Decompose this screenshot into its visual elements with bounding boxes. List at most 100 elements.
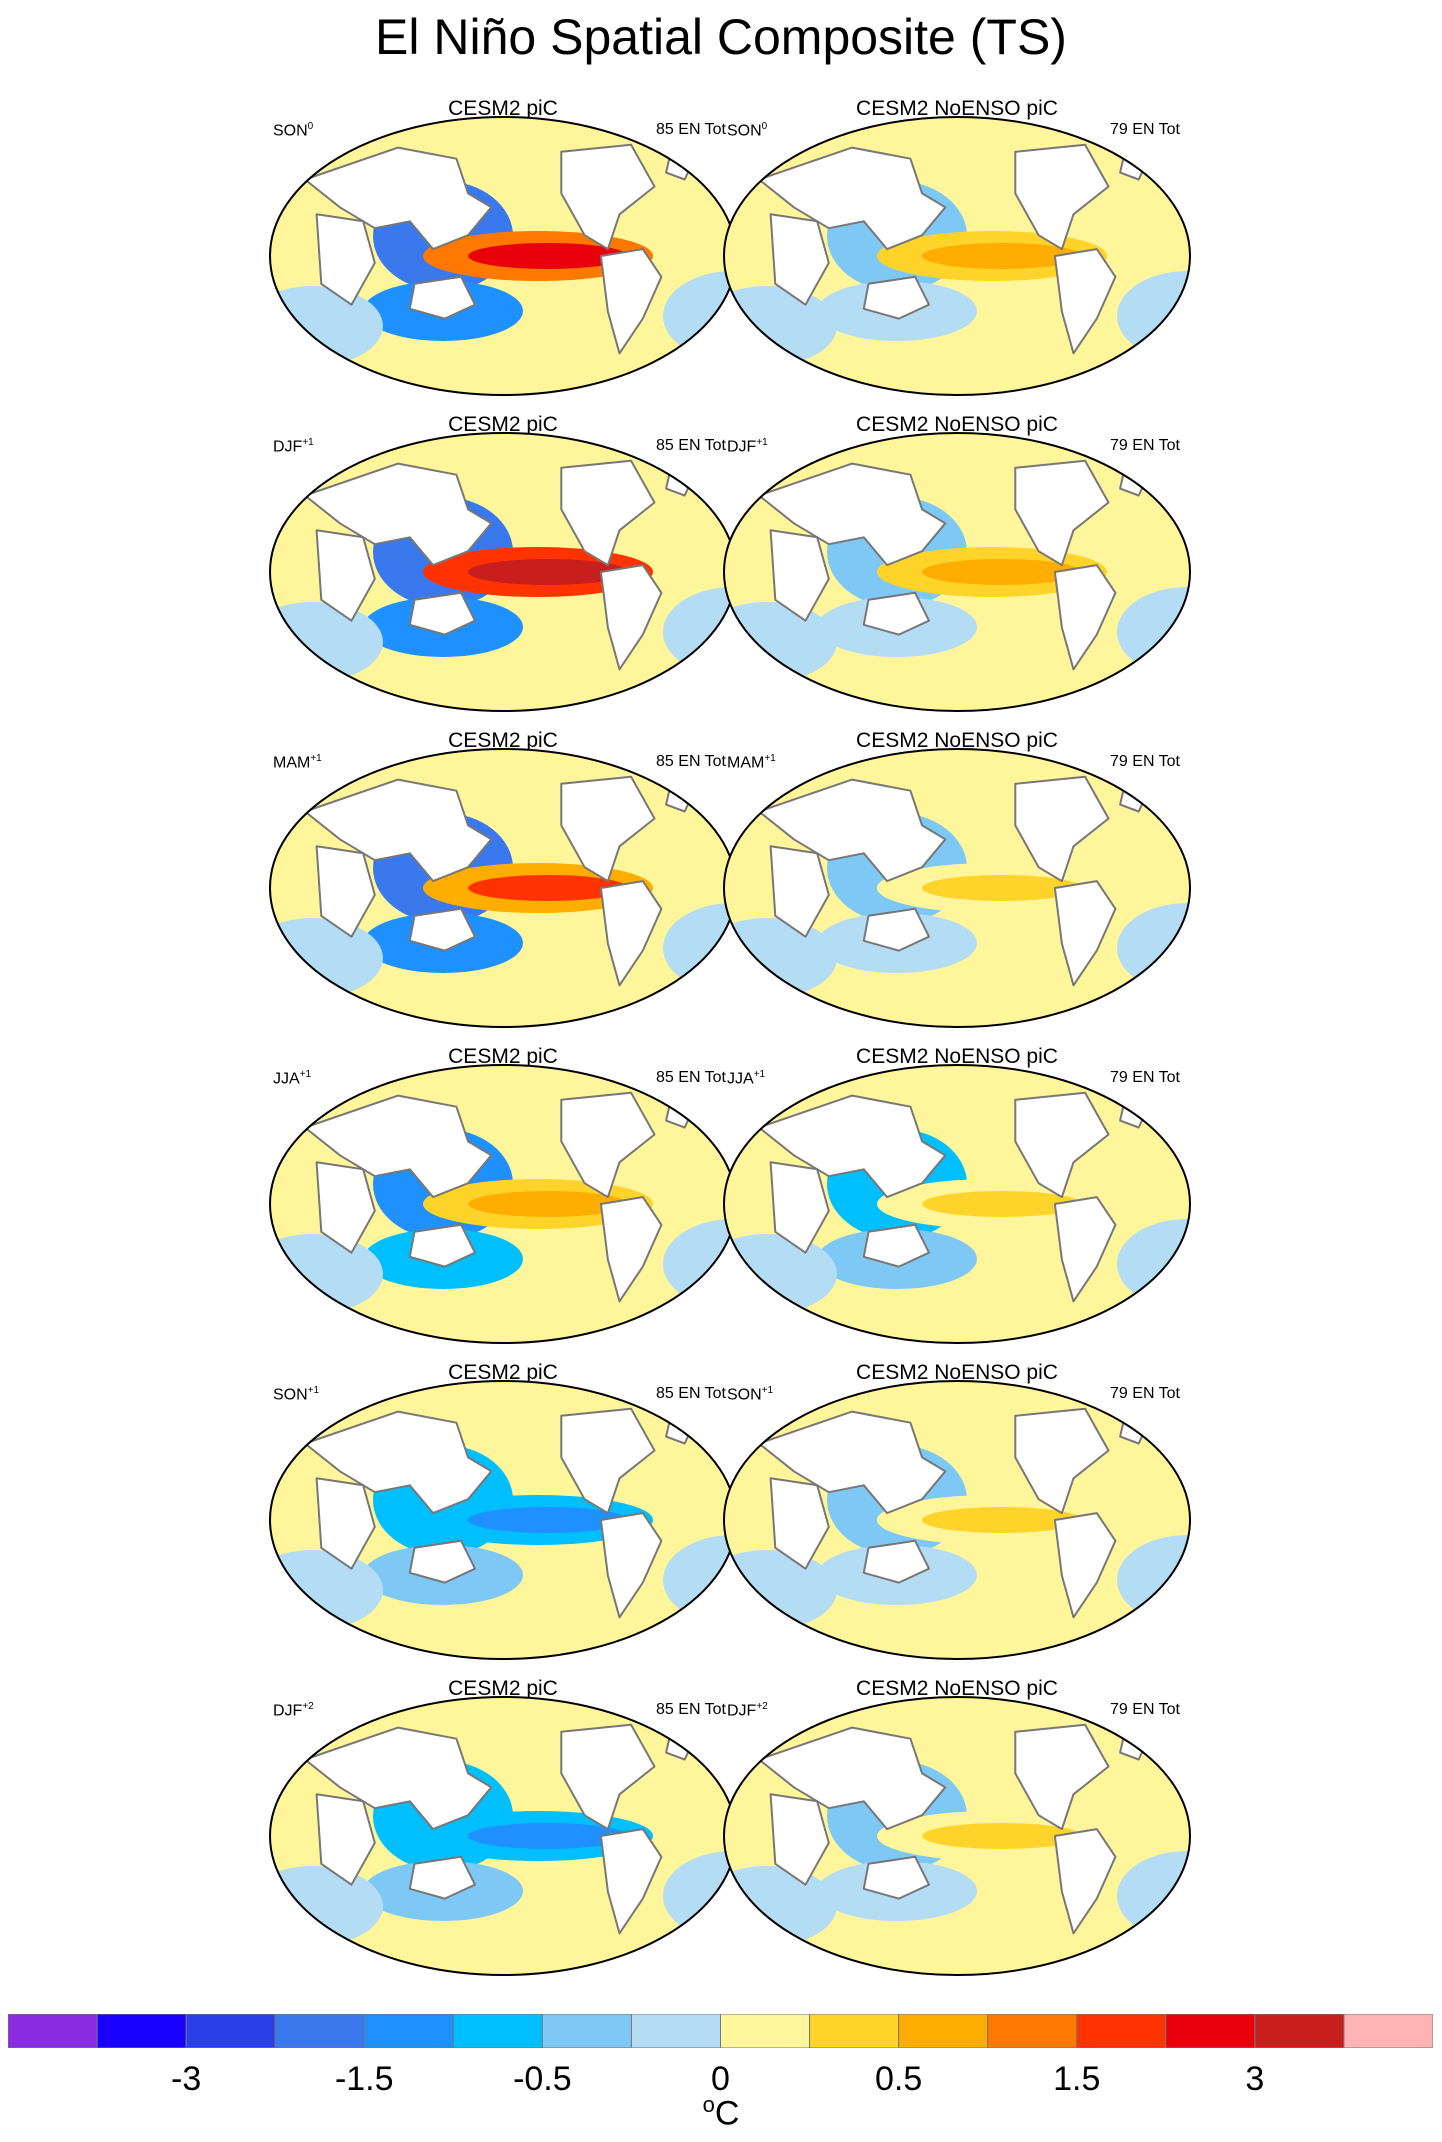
map-svg: [723, 748, 1191, 1028]
event-count: 85 EN Tot: [656, 1385, 726, 1402]
map-svg: [269, 1696, 737, 1976]
land-mass: [862, 1855, 930, 1900]
map-border: [723, 748, 1191, 1028]
land-mass: [599, 1828, 663, 1935]
map-svg: [723, 432, 1191, 712]
land-mass: [769, 213, 830, 306]
colorbar-swatch-8: [720, 2014, 811, 2048]
season-label: DJF+1: [727, 437, 768, 456]
land-mass: [862, 907, 930, 952]
land-mass: [769, 1161, 830, 1254]
equatorial-band-core: [468, 243, 628, 269]
map-panel: CESM2 NoENSO piC MAM+1 79 EN Tot: [722, 729, 1192, 1029]
colorbar-swatch-1: [96, 2014, 187, 2048]
season-label: JJA+1: [727, 1069, 766, 1088]
map-svg: [269, 432, 737, 712]
equatorial-band-core: [922, 1507, 1082, 1533]
panel-title: CESM2 piC: [448, 97, 558, 120]
season-label: JJA+1: [273, 1069, 312, 1088]
land-mass: [599, 1196, 663, 1303]
season-label: MAM+1: [727, 753, 776, 772]
land-mass: [1014, 775, 1110, 883]
land-mass: [769, 845, 830, 938]
equatorial-band-core: [922, 1823, 1082, 1849]
unit-letter: C: [714, 2094, 740, 2133]
map-border: [723, 116, 1191, 396]
colorbar-tick-label: 0.5: [874, 2060, 923, 2098]
panel-title: CESM2 piC: [448, 729, 558, 752]
colorbar-swatch-11: [987, 2014, 1078, 2048]
unit-degree: o: [702, 2092, 715, 2117]
land-mass: [1053, 1196, 1117, 1303]
map-svg: [269, 1064, 737, 1344]
colorbar-swatch-7: [630, 2014, 721, 2048]
event-count: 85 EN Tot: [656, 753, 726, 770]
season-label: SON0: [273, 121, 314, 140]
panel-title: CESM2 NoENSO piC: [856, 97, 1058, 120]
season-label: MAM+1: [273, 753, 322, 772]
colorbar-swatch-14: [1254, 2014, 1345, 2048]
land-mass: [599, 564, 663, 671]
map-svg: [723, 1696, 1191, 1976]
map-svg: [723, 1380, 1191, 1660]
colorbar-swatch-6: [541, 2014, 632, 2048]
map-panel: CESM2 piC DJF+1 85 EN Tot: [268, 413, 738, 713]
colorbar-tick-label: 1.5: [1053, 2060, 1101, 2098]
event-count: 85 EN Tot: [656, 121, 726, 138]
colorbar-swatch-10: [898, 2014, 989, 2048]
equatorial-band-core: [922, 1191, 1082, 1217]
land-mass: [408, 907, 476, 952]
colorbar-tick-label: 0: [711, 2060, 730, 2098]
colorbar-unit: oC: [0, 2092, 1442, 2133]
panel-title: CESM2 piC: [448, 1677, 558, 1700]
land-mass: [408, 1855, 476, 1900]
land-mass: [1053, 1512, 1117, 1619]
land-mass: [769, 529, 830, 622]
land-mass: [560, 1407, 656, 1515]
land-mass: [315, 529, 376, 622]
map-panel: CESM2 NoENSO piC DJF+1 79 EN Tot: [722, 413, 1192, 713]
land-mass: [560, 459, 656, 567]
land-mass: [1053, 564, 1117, 671]
land-mass: [862, 1223, 930, 1268]
equatorial-band-core: [922, 559, 1082, 585]
season-label: SON0: [727, 121, 768, 140]
panel-title: CESM2 piC: [448, 1045, 558, 1068]
colorbar-swatch-15: [1343, 2014, 1433, 2048]
map-panel: CESM2 piC MAM+1 85 EN Tot: [268, 729, 738, 1029]
land-mass: [599, 880, 663, 987]
map-panel: CESM2 NoENSO piC SON+1 79 EN Tot: [722, 1361, 1192, 1661]
panel-title: CESM2 NoENSO piC: [856, 1677, 1058, 1700]
map-panel: CESM2 piC JJA+1 85 EN Tot: [268, 1045, 738, 1345]
map-border: [723, 1380, 1191, 1660]
map-panel: CESM2 NoENSO piC DJF+2 79 EN Tot: [722, 1677, 1192, 1977]
land-mass: [1014, 1091, 1110, 1199]
map-panel: CESM2 NoENSO piC JJA+1 79 EN Tot: [722, 1045, 1192, 1345]
season-label: DJF+2: [727, 1701, 768, 1720]
land-mass: [560, 775, 656, 883]
land-mass: [769, 1793, 830, 1886]
event-count: 79 EN Tot: [1110, 1069, 1180, 1086]
panel-title: CESM2 NoENSO piC: [856, 1045, 1058, 1068]
land-mass: [560, 1091, 656, 1199]
colorbar-swatch-4: [363, 2014, 454, 2048]
land-mass: [408, 1539, 476, 1584]
map-svg: [723, 1064, 1191, 1344]
land-mass: [1053, 880, 1117, 987]
event-count: 79 EN Tot: [1110, 1385, 1180, 1402]
equatorial-band-core: [922, 875, 1082, 901]
event-count: 85 EN Tot: [656, 437, 726, 454]
map-svg: [269, 748, 737, 1028]
event-count: 85 EN Tot: [656, 1069, 726, 1086]
panel-title: CESM2 NoENSO piC: [856, 413, 1058, 436]
colorbar-swatch-0: [8, 2014, 98, 2048]
land-mass: [1014, 143, 1110, 251]
equatorial-band-core: [922, 243, 1082, 269]
season-label: DJF+2: [273, 1701, 314, 1720]
land-mass: [315, 1793, 376, 1886]
land-mass: [862, 1539, 930, 1584]
colorbar-swatch-5: [452, 2014, 543, 2048]
season-label: DJF+1: [273, 437, 314, 456]
land-mass: [599, 248, 663, 355]
colorbar-swatch-12: [1076, 2014, 1167, 2048]
